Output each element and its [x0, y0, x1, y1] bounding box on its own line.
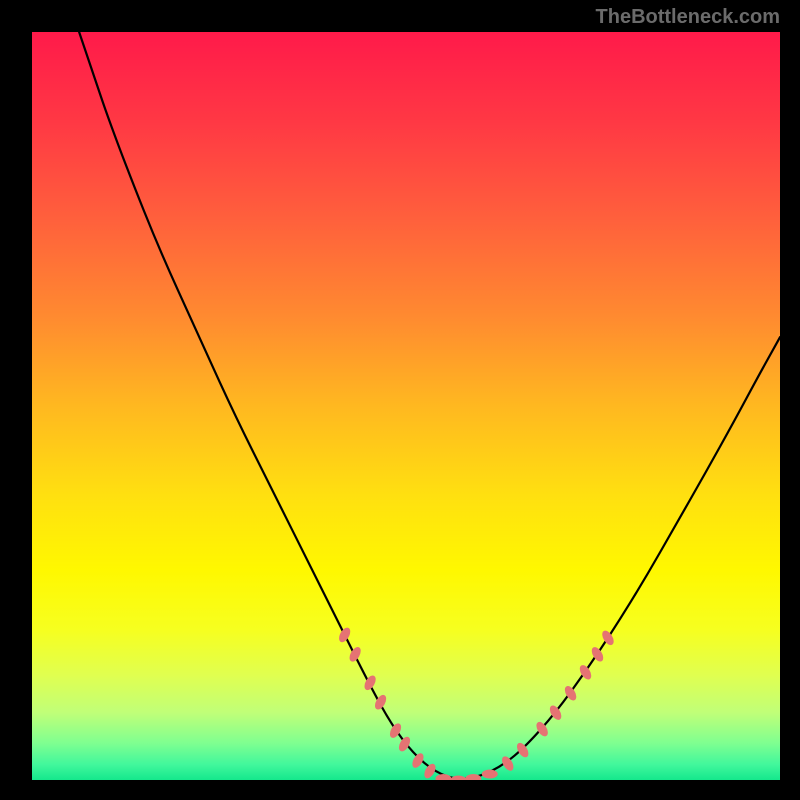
chart-svg	[32, 32, 780, 780]
chart-container: TheBottleneck.com	[0, 0, 800, 800]
watermark-text: TheBottleneck.com	[596, 6, 780, 29]
plot-area	[32, 32, 780, 780]
